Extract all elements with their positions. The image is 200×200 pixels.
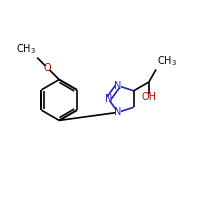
Bar: [45, 66, 50, 70]
Text: N: N: [114, 81, 122, 91]
Text: CH$_3$: CH$_3$: [16, 42, 36, 56]
Text: O: O: [44, 63, 51, 73]
Bar: [115, 110, 121, 114]
Text: N: N: [105, 94, 112, 104]
Bar: [115, 84, 121, 88]
Text: OH: OH: [141, 92, 156, 102]
Text: CH$_3$: CH$_3$: [157, 55, 177, 68]
Text: N: N: [114, 107, 122, 117]
Bar: [106, 97, 111, 101]
Bar: [146, 94, 152, 99]
